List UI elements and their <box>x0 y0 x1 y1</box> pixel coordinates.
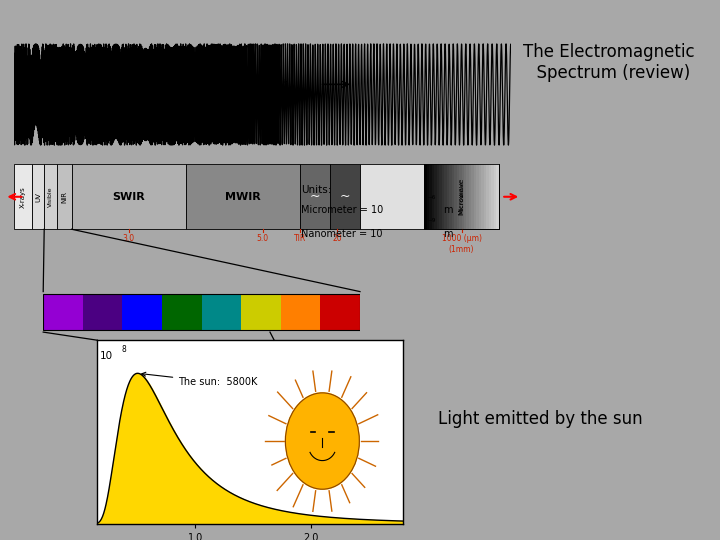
Text: Micrometer = 10: Micrometer = 10 <box>301 205 383 215</box>
Bar <box>202 294 241 330</box>
Bar <box>472 164 474 229</box>
Bar <box>496 164 499 229</box>
Text: MWIR: MWIR <box>225 192 261 202</box>
Text: Nanometer = 10: Nanometer = 10 <box>301 229 382 239</box>
Text: Wavelength: Wavelength <box>228 79 289 89</box>
Bar <box>241 294 281 330</box>
Bar <box>451 164 454 229</box>
Bar <box>484 164 487 229</box>
Bar <box>477 164 479 229</box>
Bar <box>320 294 360 330</box>
Text: The Electromagnetic
  Spectrum (review): The Electromagnetic Spectrum (review) <box>523 43 694 82</box>
Bar <box>462 164 464 229</box>
Bar <box>456 164 459 229</box>
Bar <box>474 164 477 229</box>
Bar <box>83 294 122 330</box>
Text: SWIR: SWIR <box>112 192 145 202</box>
Text: 5.0: 5.0 <box>257 234 269 243</box>
Text: UV: UV <box>35 192 41 202</box>
Text: m: m <box>444 205 453 215</box>
Text: X-rays: X-rays <box>20 186 26 208</box>
Bar <box>122 294 162 330</box>
Bar <box>494 164 496 229</box>
Text: The sun:  5800K: The sun: 5800K <box>142 372 258 387</box>
Bar <box>441 164 444 229</box>
Text: ~: ~ <box>310 190 320 203</box>
Text: Light emitted by the sun: Light emitted by the sun <box>438 410 642 428</box>
Bar <box>162 294 202 330</box>
Text: ⁻⁶: ⁻⁶ <box>427 195 436 204</box>
Bar <box>281 294 320 330</box>
Text: Visible: Visible <box>48 186 53 207</box>
Bar <box>436 164 439 229</box>
Text: 8: 8 <box>122 345 126 354</box>
Bar <box>71 164 186 229</box>
Text: 3.0: 3.0 <box>122 234 135 243</box>
Bar <box>489 164 491 229</box>
Bar <box>432 164 434 229</box>
Bar <box>444 164 446 229</box>
Bar <box>439 164 441 229</box>
Text: NIR: NIR <box>61 191 67 202</box>
Text: ⁻⁹: ⁻⁹ <box>427 218 436 227</box>
Bar <box>43 294 83 330</box>
Text: 10: 10 <box>99 351 112 361</box>
Bar <box>469 164 472 229</box>
Text: TIR: TIR <box>294 234 306 243</box>
Bar <box>459 164 462 229</box>
Bar <box>454 164 456 229</box>
Bar <box>434 164 436 229</box>
Text: 1000 (μm)
(1mm): 1000 (μm) (1mm) <box>441 234 482 254</box>
Bar <box>491 164 494 229</box>
Text: 20: 20 <box>333 234 342 243</box>
Bar <box>424 164 499 229</box>
Text: m: m <box>444 229 453 239</box>
Bar <box>429 164 432 229</box>
Bar <box>44 164 57 229</box>
Bar <box>449 164 451 229</box>
Text: Microwave: Microwave <box>459 178 464 215</box>
Bar <box>424 164 427 229</box>
Bar <box>446 164 449 229</box>
Bar <box>14 164 32 229</box>
Bar <box>487 164 489 229</box>
Bar <box>464 164 467 229</box>
Bar <box>424 164 499 229</box>
Bar <box>330 164 360 229</box>
Bar <box>360 164 424 229</box>
Bar <box>32 164 44 229</box>
Bar <box>186 164 300 229</box>
Text: Units:: Units: <box>301 185 331 195</box>
Text: Microwave: Microwave <box>459 180 464 214</box>
Bar <box>467 164 469 229</box>
Text: ~: ~ <box>340 190 350 203</box>
Bar <box>482 164 484 229</box>
Bar <box>300 164 330 229</box>
Bar <box>479 164 482 229</box>
Circle shape <box>285 393 359 489</box>
Bar <box>57 164 71 229</box>
Bar <box>427 164 429 229</box>
